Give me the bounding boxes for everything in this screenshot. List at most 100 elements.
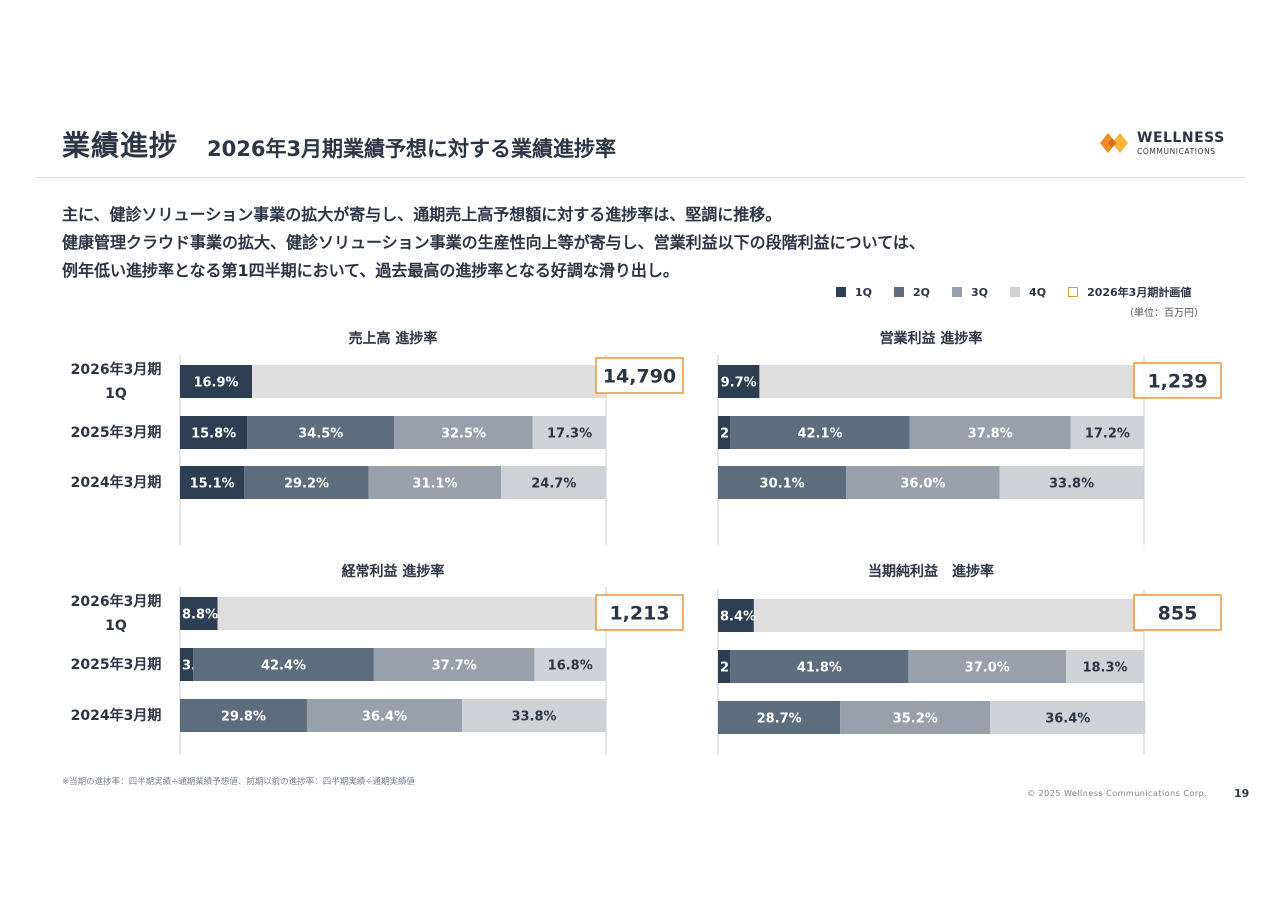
bar-segment-q1 <box>180 416 248 449</box>
data-label: 33.8% <box>511 710 556 725</box>
legend-item-3q: 3Q <box>952 284 988 300</box>
legend-item-2q: 2Q <box>894 284 930 300</box>
page-title: 業績進捗 <box>62 129 179 162</box>
plan-value: 855 <box>1158 603 1198 625</box>
data-label: 29.8% <box>221 710 266 725</box>
row-label: 2024年3月期 <box>71 474 162 491</box>
bar-segment-q2 <box>730 416 910 449</box>
row-label: 2026年3月期 <box>71 361 162 378</box>
bar-segment-q4 <box>990 701 1146 734</box>
plan-value: 14,790 <box>603 366 676 388</box>
data-label: 8.8% <box>182 608 218 623</box>
row-label: 1Q <box>105 618 127 634</box>
data-label: 28.7% <box>757 712 802 727</box>
plan-value: 1,239 <box>1147 371 1207 393</box>
data-label: 36.0% <box>900 477 945 492</box>
bar-segment-q1 <box>718 599 754 632</box>
bar-segment-q1 <box>718 650 731 683</box>
plan-value-box <box>1133 594 1222 631</box>
data-label: 34.5% <box>298 427 343 442</box>
chart-title: 当期純利益 進捗率 <box>868 563 994 580</box>
bar-remaining <box>180 597 606 630</box>
data-label: 15.8% <box>191 427 236 442</box>
lead-line-3: 例年低い進捗率となる第1四半期において、過去最高の進捗率となる好調な滑り出し。 <box>62 261 679 280</box>
page-number: 19 <box>1234 787 1250 800</box>
bar-segment-q2 <box>730 650 909 683</box>
plan-value-box <box>595 594 684 631</box>
legend-item-plan: 2026年3月期計画値 <box>1068 284 1191 300</box>
bar-segment-q1 <box>718 365 760 398</box>
data-label: 41.8% <box>797 661 842 676</box>
chart-legend: 1Q 2Q 3Q 4Q 2026年3月期計画値 <box>836 284 1213 300</box>
bar-segment-q3 <box>840 701 991 734</box>
data-label: 24.7% <box>531 477 576 492</box>
chart-title: 経常利益 進捗率 <box>342 563 445 580</box>
plan-value: 1,213 <box>609 603 669 625</box>
bar-segment-q2 <box>180 699 307 732</box>
bar-segment-q4 <box>462 699 606 732</box>
bar-segment-q3 <box>394 416 533 449</box>
unit-label: （単位：百万円） <box>1124 308 1204 319</box>
copyright: © 2025 Wellness Communications Corp. <box>1027 789 1208 798</box>
data-label: 17.3% <box>547 427 592 442</box>
bar-remaining <box>718 365 1144 398</box>
lead-line-1: 主に、健診ソリューション事業の拡大が寄与し、通期売上高予想額に対する進捗率は、堅… <box>62 205 782 224</box>
data-label: 37.7% <box>432 659 477 674</box>
bar-segment-q4 <box>1070 416 1144 449</box>
chart-title: 売上高 進捗率 <box>349 330 438 347</box>
bar-segment-q3 <box>846 466 1000 499</box>
row-label: 2025年3月期 <box>71 656 162 673</box>
bar-segment-q3 <box>908 650 1067 683</box>
page-subtitle: 2026年3月期業績予想に対する業績進捗率 <box>207 137 617 161</box>
header-divider <box>36 177 1245 178</box>
data-label: 36.4% <box>1045 712 1090 727</box>
footnote: ※当期の進捗率：四半期実績÷通期業績予想値、前期以前の進捗率：四半期実績÷通期実… <box>62 777 415 787</box>
row-label: 2026年3月期 <box>71 593 162 610</box>
bar-segment-q1 <box>180 466 245 499</box>
data-label: 37.0% <box>965 661 1010 676</box>
data-label: 42.4% <box>261 659 306 674</box>
bar-segment-q2 <box>718 466 847 499</box>
legend-item-4q: 4Q <box>1010 284 1046 300</box>
row-label: 2024年3月期 <box>71 707 162 724</box>
bar-segment-q2 <box>193 648 374 681</box>
data-label: 8.4% <box>720 610 756 625</box>
chart-title: 営業利益 進捗率 <box>880 330 983 347</box>
data-label: 17.2% <box>1085 427 1130 442</box>
bar-segment-q2 <box>247 416 395 449</box>
data-label: 9.7% <box>721 376 757 391</box>
data-label: 30.1% <box>760 477 805 492</box>
logo-subword: COMMUNICATIONS <box>1137 147 1216 156</box>
data-label: 36.4% <box>362 710 407 725</box>
bar-remaining <box>718 599 1144 632</box>
lead-line-2: 健康管理クラウド事業の拡大、健診ソリューション事業の生産性向上等が寄与し、営業利… <box>62 233 925 252</box>
data-label: 35.2% <box>893 712 938 727</box>
bar-segment-q2 <box>718 701 841 734</box>
bar-segment-q1 <box>718 416 731 449</box>
legend-item-1q: 1Q <box>836 284 872 300</box>
bar-segment-q3 <box>306 699 463 732</box>
bar-segment-q4 <box>534 648 606 681</box>
data-label: 16.9% <box>193 376 238 391</box>
bar-segment-q3 <box>373 648 535 681</box>
bar-segment-q4 <box>1066 650 1144 683</box>
data-label: 37.8% <box>968 427 1013 442</box>
row-label: 1Q <box>105 386 127 402</box>
bar-segment-q3 <box>909 416 1071 449</box>
bar-segment-q4 <box>999 466 1144 499</box>
bar-segment-q4 <box>501 466 607 499</box>
company-logo-icon <box>1100 133 1128 153</box>
data-label: 31.1% <box>412 477 457 492</box>
plan-value-box <box>595 357 684 394</box>
data-label: 42.1% <box>797 427 842 442</box>
bar-segment-q1 <box>180 648 194 681</box>
row-label: 2025年3月期 <box>71 424 162 441</box>
bar-segment-q3 <box>368 466 502 499</box>
bar-segment-q1 <box>180 597 218 630</box>
bar-segment-q4 <box>532 416 607 449</box>
data-label: 33.8% <box>1049 477 1094 492</box>
data-label: 16.8% <box>548 659 593 674</box>
data-label: 15.1% <box>190 477 235 492</box>
bar-segment-q1 <box>180 365 252 398</box>
